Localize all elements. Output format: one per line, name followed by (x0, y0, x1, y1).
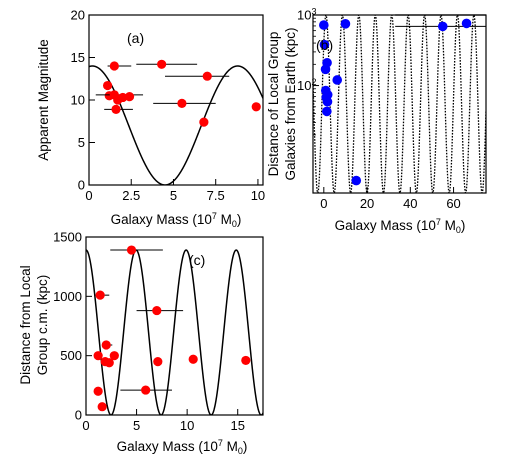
panel-a-ytick-label: 20 (71, 8, 85, 23)
panel-a-ylabel: Apparent Magnitude (36, 39, 51, 161)
panel-a-data-point (199, 117, 209, 127)
panel-c-ylabel-line1: Distance from Local (18, 265, 33, 384)
panel-b-xtick-label: 20 (360, 196, 374, 211)
panel-c-ylabel-line2: Group c.m. (kpc) (35, 275, 50, 376)
panel-b-data-point (322, 58, 332, 68)
panel-c-ytick-label: 1500 (53, 230, 82, 245)
panel-c-data-point (109, 351, 119, 361)
panel-b-xlabel: Galaxy Mass (107 M0) (335, 217, 466, 235)
panel-b-xtick-label: 40 (403, 196, 417, 211)
panel-b-model-curve (313, 15, 486, 193)
panel-b-data-point (332, 75, 343, 85)
panel-c-data-point (97, 402, 107, 412)
panel-c-data-point (141, 385, 151, 395)
panel-b-xtick-label: 0 (320, 196, 327, 211)
panel-c-ytick-label: 1000 (53, 289, 82, 304)
panel-a-xlabel: Galaxy Mass (107 M0) (111, 211, 242, 229)
panel-c-xtick-label: 5 (133, 418, 140, 433)
panel-b-data-point (461, 18, 472, 29)
panel-a-ytick-label: 5 (78, 135, 85, 150)
panel-b-frame (312, 14, 487, 194)
panel-c-data-point (101, 340, 111, 350)
panel-a-data-point (157, 59, 167, 69)
panel-a-ytick-label: 0 (78, 178, 85, 193)
panel-b-data-point (340, 19, 351, 29)
panel-c-frame (85, 236, 264, 416)
panel-c-xtick-label: 10 (180, 418, 194, 433)
panel-c-data-point (188, 354, 198, 364)
panel-a-xtick-label: 2.5 (122, 188, 140, 203)
panel-a-xtick-label: 0 (85, 188, 92, 203)
panel-a-data-point (177, 98, 187, 108)
panel-a: 0 2.5 5 7.5 10 0 5 10 15 20 (a) Apparent Magnitud… (36, 8, 265, 230)
panel-a-data-point (202, 71, 212, 81)
panel-b-letter: (b) (316, 37, 333, 53)
panel-b-data-point (319, 39, 330, 50)
panel-b-data-point (322, 96, 333, 107)
panel-a-ytick-label: 15 (71, 50, 85, 65)
panel-c-letter: (c) (189, 252, 205, 268)
panel-c: 0 5 10 15 0 500 1000 1500 (c) Distance from Loc… (18, 230, 264, 456)
panel-c-data-point (93, 351, 103, 361)
panel-c-model-curve (86, 249, 263, 415)
panel-a-xtick-label: 5 (170, 188, 177, 203)
panel-a-data-point (251, 102, 261, 112)
panel-b-ytick-label: 103 (297, 7, 316, 23)
panel-a-xtick-label: 7.5 (207, 188, 225, 203)
panel-a-ytick-label: 10 (71, 93, 85, 108)
panel-b-ylabel-line2: Galaxies from Earth (kpc) (283, 27, 298, 180)
panel-a-data-point (102, 80, 113, 91)
panel-a-data-point (111, 104, 121, 114)
panel-b-data-point (351, 175, 362, 186)
panel-c-data-point (153, 357, 163, 367)
panel-c-data-point (95, 290, 105, 300)
panel-b-data-point (437, 21, 448, 32)
panel-b-ylabel-line1: Distance of Local Group (266, 32, 281, 177)
panel-b: 0 20 40 60 102 103 (b) Distance of Local Grou… (266, 7, 487, 235)
panel-c-ytick-label: 500 (60, 348, 82, 363)
panel-b-xtick-label: 60 (446, 196, 460, 211)
panel-b-ytick-label: 102 (297, 77, 316, 93)
panel-c-data-point (152, 305, 162, 316)
panel-a-xtick-label: 10 (251, 188, 265, 203)
panel-a-letter: (a) (127, 30, 144, 46)
panel-a-data-point (124, 92, 135, 102)
panel-c-xlabel: Galaxy Mass (107 M0) (117, 438, 248, 456)
panel-c-data-point (93, 386, 103, 396)
panel-c-xtick-label: 0 (82, 418, 89, 433)
panel-c-ytick-label: 0 (75, 408, 82, 423)
panel-c-xtick-label: 15 (230, 418, 244, 433)
panel-b-data-point (319, 20, 329, 30)
panel-c-data-point (104, 358, 114, 368)
panel-a-data-point (118, 92, 128, 103)
panel-a-data-point (109, 61, 119, 71)
panel-b-data-point (322, 106, 332, 117)
panel-a-model-curve (89, 65, 263, 185)
panel-c-data-point (126, 245, 137, 255)
panel-c-data-point (241, 355, 251, 366)
